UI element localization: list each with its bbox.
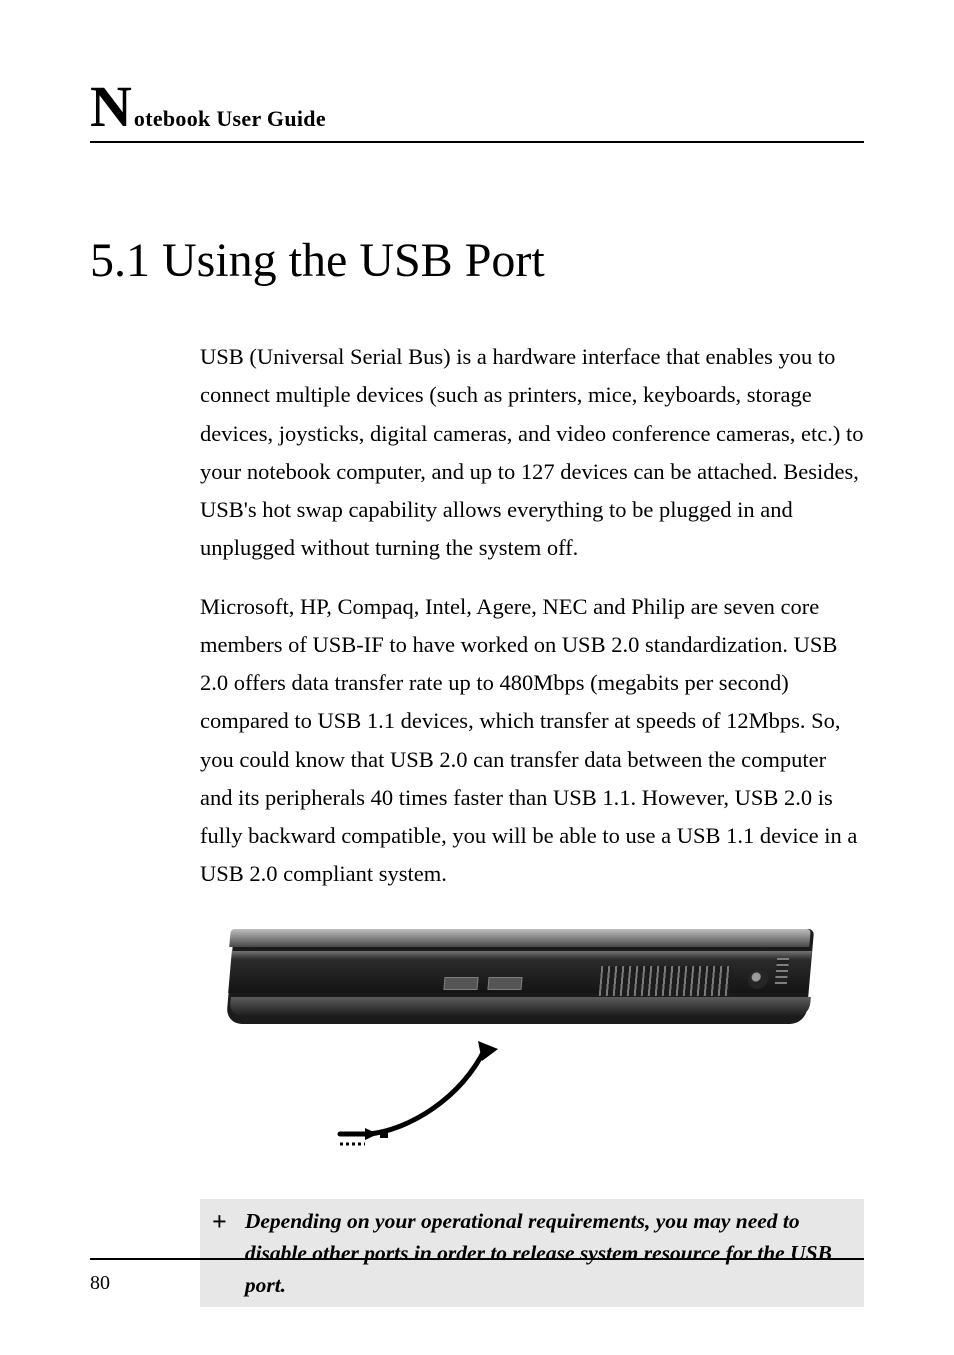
- laptop-figure: [200, 929, 820, 1169]
- laptop-lid: [229, 929, 811, 947]
- page-header: N otebook User Guide: [90, 78, 864, 143]
- laptop-body: [230, 929, 810, 1024]
- laptop-base: [229, 997, 811, 1017]
- arrow-icon: [330, 1029, 550, 1149]
- usb-port-slot: [443, 977, 478, 990]
- paragraph-2: Microsoft, HP, Compaq, Intel, Agere, NEC…: [200, 588, 864, 894]
- note-icon: +: [204, 1205, 245, 1239]
- paragraph-1: USB (Universal Serial Bus) is a hardware…: [200, 338, 864, 568]
- section-title: 5.1 Using the USB Port: [90, 233, 864, 288]
- footer-rule: [90, 1258, 864, 1260]
- usb-port-slot: [487, 977, 522, 990]
- header-title-rest: otebook User Guide: [134, 106, 326, 132]
- note-callout: + Depending on your operational requirem…: [200, 1199, 864, 1308]
- square-port: [775, 958, 789, 984]
- header-big-letter: N: [90, 78, 132, 136]
- page-container: N otebook User Guide 5.1 Using the USB P…: [0, 0, 954, 1355]
- body-text: USB (Universal Serial Bus) is a hardware…: [200, 338, 864, 894]
- page-number: 80: [90, 1272, 110, 1295]
- vent-grille: [599, 966, 732, 996]
- note-text: Depending on your operational requiremen…: [245, 1205, 856, 1302]
